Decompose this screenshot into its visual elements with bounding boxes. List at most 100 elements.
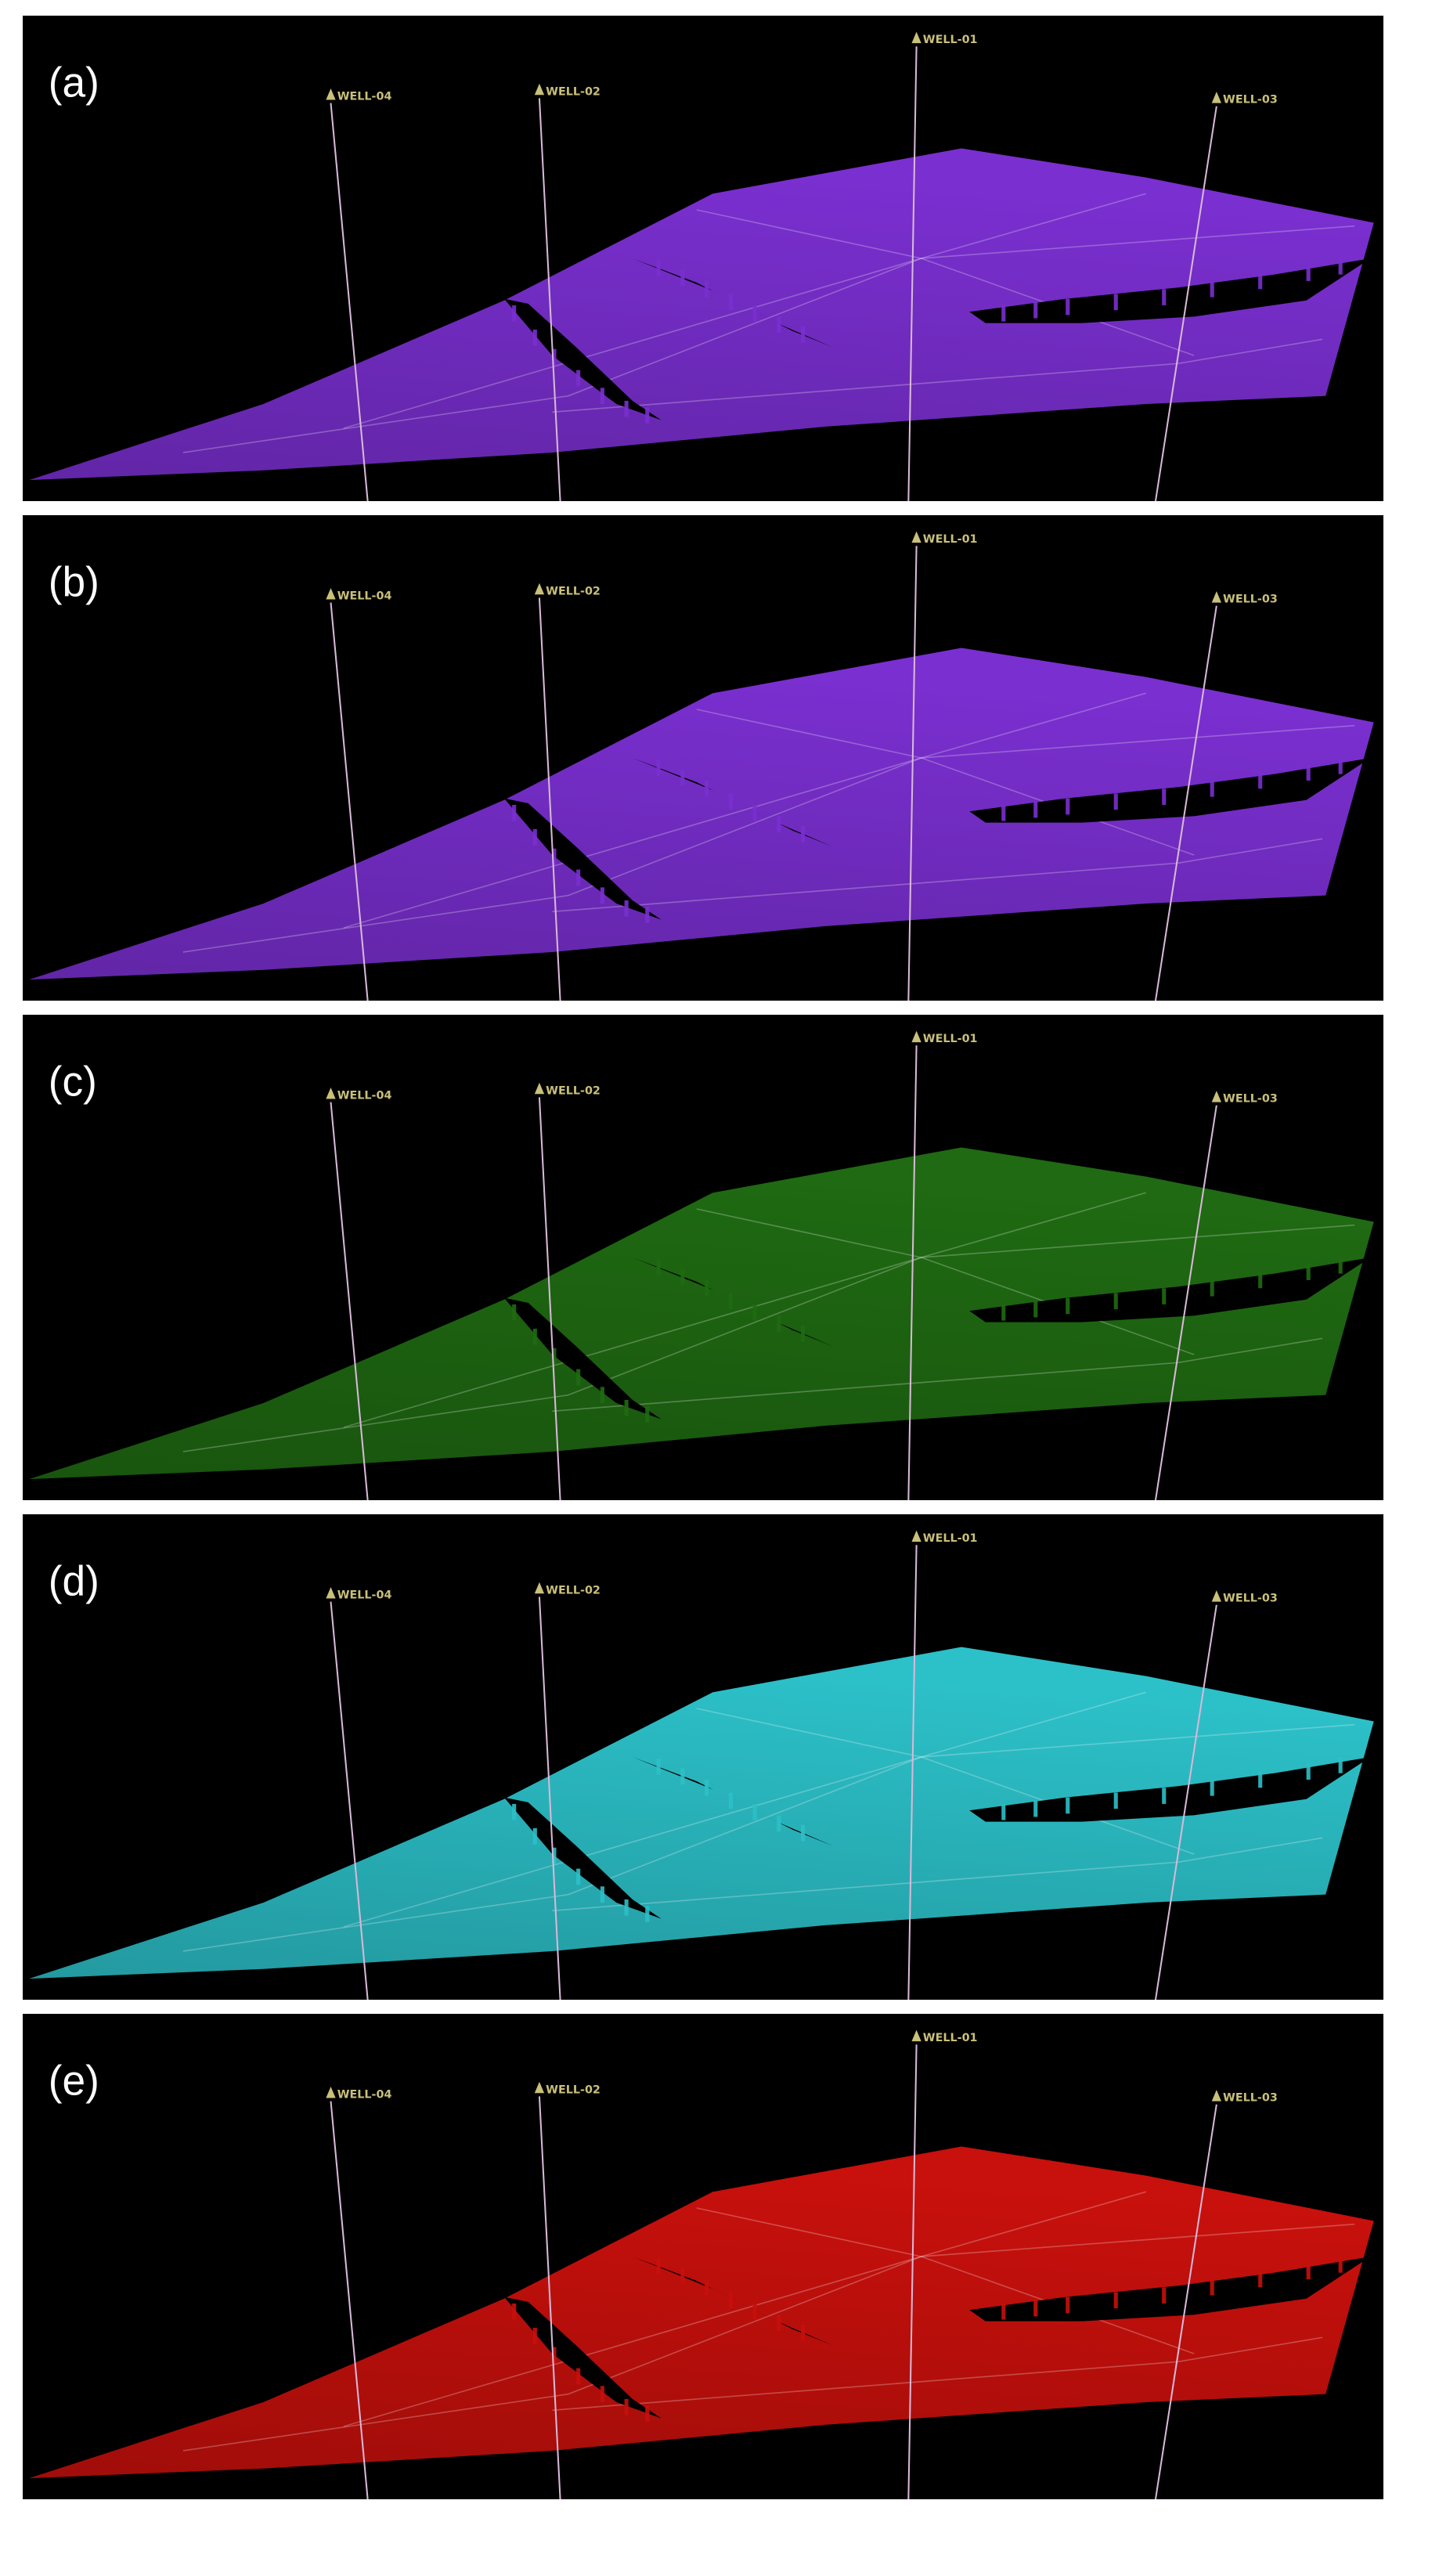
well-marker <box>534 1582 545 1594</box>
fault-stripe <box>552 2347 557 2364</box>
well-label: WELL-01 <box>923 1532 978 1545</box>
well-trajectory <box>1154 2104 1217 2499</box>
fault-stripe <box>512 1803 517 1820</box>
fault-stripe <box>1306 764 1311 781</box>
surface-line <box>552 1337 1323 1412</box>
fault-stripe <box>552 348 557 366</box>
fault-stripe <box>801 326 806 343</box>
well-trajectory <box>907 546 918 1001</box>
fault-stripe <box>777 1815 781 1832</box>
fault-stripe <box>532 1827 537 1845</box>
fault-stripe <box>728 1792 733 1809</box>
well-label: WELL-04 <box>337 590 392 602</box>
surface-line <box>552 2336 1323 2412</box>
fault-stripe <box>1113 1293 1118 1310</box>
well-trajectory <box>330 602 369 1001</box>
well-marker <box>534 83 545 96</box>
fault-stripe <box>752 2303 757 2320</box>
fault-stripe <box>576 1868 581 1885</box>
fault-stripe <box>1258 2271 1263 2288</box>
fault-stripe <box>624 400 629 417</box>
well-marker <box>534 2081 545 2094</box>
well-trajectory <box>907 46 918 501</box>
fault-stripe <box>600 887 604 904</box>
well-label: WELL-02 <box>546 585 600 597</box>
well-trajectory <box>538 1097 561 1500</box>
fault-stripe <box>752 305 757 322</box>
fault-stripe <box>705 1779 709 1796</box>
fault-stripe <box>600 1886 604 1903</box>
well-marker <box>326 88 336 100</box>
fault-stripe <box>576 869 581 886</box>
fault-stripe <box>1066 2296 1070 2314</box>
fault-stripe <box>1033 2300 1038 2317</box>
fault-stripe <box>752 1803 757 1820</box>
fault-stripe <box>1066 298 1070 316</box>
fault-stripe <box>777 816 781 833</box>
well-marker <box>1211 1590 1221 1602</box>
well-marker <box>534 1082 545 1095</box>
fault-stripe <box>1338 1257 1343 1274</box>
fault-stripe <box>1306 1264 1311 1280</box>
fault-stripe <box>1258 272 1263 290</box>
fault-stripe <box>512 804 517 821</box>
fault-stripe <box>532 2327 537 2344</box>
fault-stripe <box>1066 798 1070 815</box>
fault-stripe <box>705 2278 709 2296</box>
fault-stripe <box>624 1399 629 1416</box>
fault-stripe <box>1258 1771 1263 1788</box>
fault-stripe <box>1210 2278 1214 2296</box>
fault-stripe <box>645 2405 650 2422</box>
well-trajectory <box>1154 106 1217 501</box>
fault-stripe <box>1306 2263 1311 2279</box>
fault-stripe <box>645 907 650 923</box>
fault-stripe <box>1162 289 1167 305</box>
well-marker <box>326 588 336 600</box>
fault-stripe <box>1033 1301 1038 1318</box>
fault-gap <box>503 2296 662 2419</box>
surface-line <box>182 2191 1146 2452</box>
well-trajectory <box>330 1102 369 1500</box>
well-trajectory <box>1154 605 1217 1001</box>
fault-stripe <box>728 793 733 810</box>
fault-stripe <box>576 1369 581 1386</box>
fault-stripe <box>1001 804 1006 821</box>
well-trajectory <box>538 1596 561 2000</box>
fault-stripe <box>656 260 661 276</box>
fault-stripe <box>1033 801 1038 818</box>
surface-line <box>343 724 1355 929</box>
fault-stripe <box>656 2258 661 2275</box>
well-label: WELL-01 <box>923 2032 978 2044</box>
well-label: WELL-03 <box>1223 593 1278 606</box>
fault-stripe <box>645 1406 650 1423</box>
well-label: WELL-01 <box>923 34 978 46</box>
fault-stripe <box>1001 1803 1006 1820</box>
surface <box>29 1147 1374 1480</box>
well-marker <box>911 1530 921 1542</box>
well-marker <box>326 1088 336 1099</box>
surface-line <box>696 1208 1195 1355</box>
well-label: WELL-02 <box>546 85 600 98</box>
well-label: WELL-01 <box>923 1033 978 1045</box>
fault-stripe <box>1066 1797 1070 1814</box>
surface-line <box>552 838 1323 913</box>
fault-stripe <box>1033 1800 1038 1817</box>
fault-stripe <box>1210 1279 1214 1297</box>
panel: (c) WELL-04 WELL-02 WELL-01 WELL-03 <box>23 1015 1383 1500</box>
fault-stripe <box>624 1899 629 1916</box>
fault-stripe <box>600 1387 604 1403</box>
well-marker <box>326 2087 336 2098</box>
fault-stripe <box>728 1293 733 1310</box>
fault-stripe <box>576 2368 581 2385</box>
fault-stripe <box>1258 1272 1263 1289</box>
well-label: WELL-03 <box>1223 1593 1278 1605</box>
fault-stripe <box>1210 280 1214 298</box>
fault-stripe <box>680 269 685 287</box>
fault-stripe <box>1306 1763 1311 1780</box>
fault-stripe <box>801 825 806 842</box>
fault-stripe <box>576 370 581 387</box>
fault-stripe <box>1001 305 1006 322</box>
fault-stripe <box>624 2398 629 2415</box>
well-label: WELL-04 <box>337 90 392 103</box>
fault-stripe <box>656 1259 661 1275</box>
